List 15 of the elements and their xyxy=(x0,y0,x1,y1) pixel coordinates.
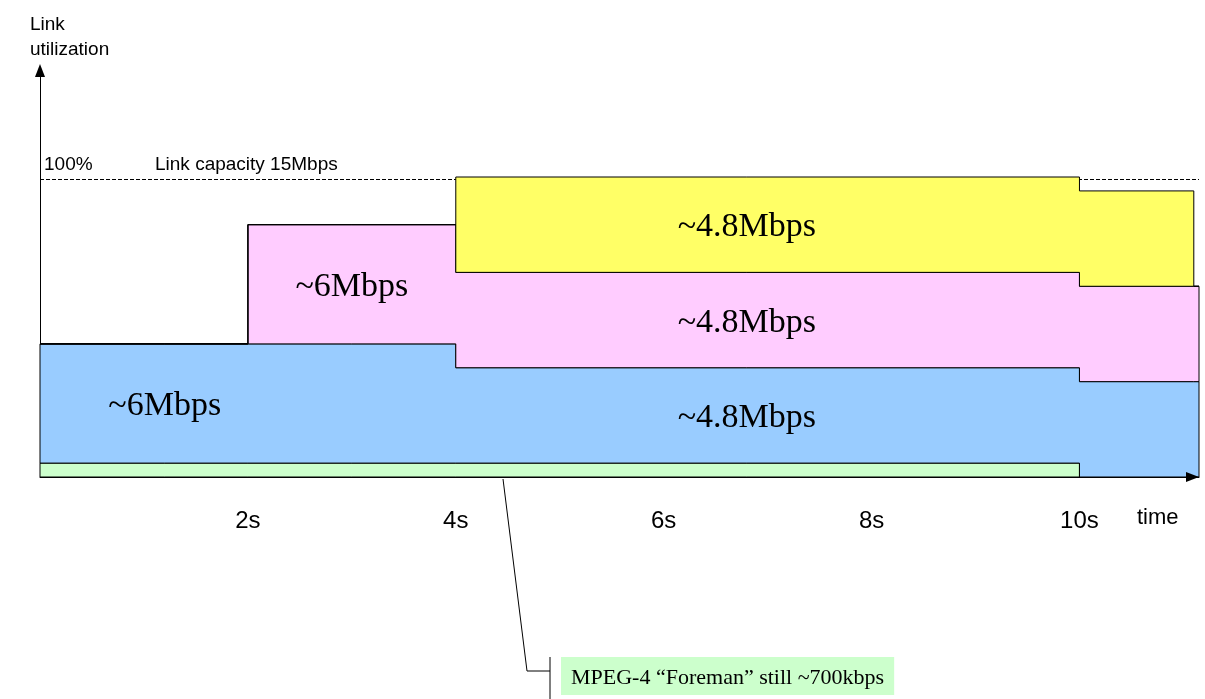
data-label: ~4.8Mbps xyxy=(677,301,817,339)
text: Link utilization xyxy=(30,13,110,59)
x-tick-label: 2s xyxy=(235,505,261,533)
text: 100% xyxy=(44,152,93,174)
x-tick-label: 4s xyxy=(443,505,469,533)
data-label: ~4.8Mbps xyxy=(677,206,817,244)
data-label: ~6Mbps xyxy=(108,384,222,422)
ref-line-label: Link capacity 15Mbps xyxy=(155,152,338,174)
x-tick-label: 6s xyxy=(651,505,677,533)
x-tick-label: 8s xyxy=(858,505,885,533)
data-label: ~4.8Mbps xyxy=(677,396,817,434)
data-label: ~6Mbps xyxy=(295,265,409,303)
text: MPEG-4 “Foreman” still ~700kbps xyxy=(571,663,885,689)
x-axis-title: time xyxy=(1137,503,1179,529)
x-tick-label: 10s xyxy=(1060,505,1099,533)
